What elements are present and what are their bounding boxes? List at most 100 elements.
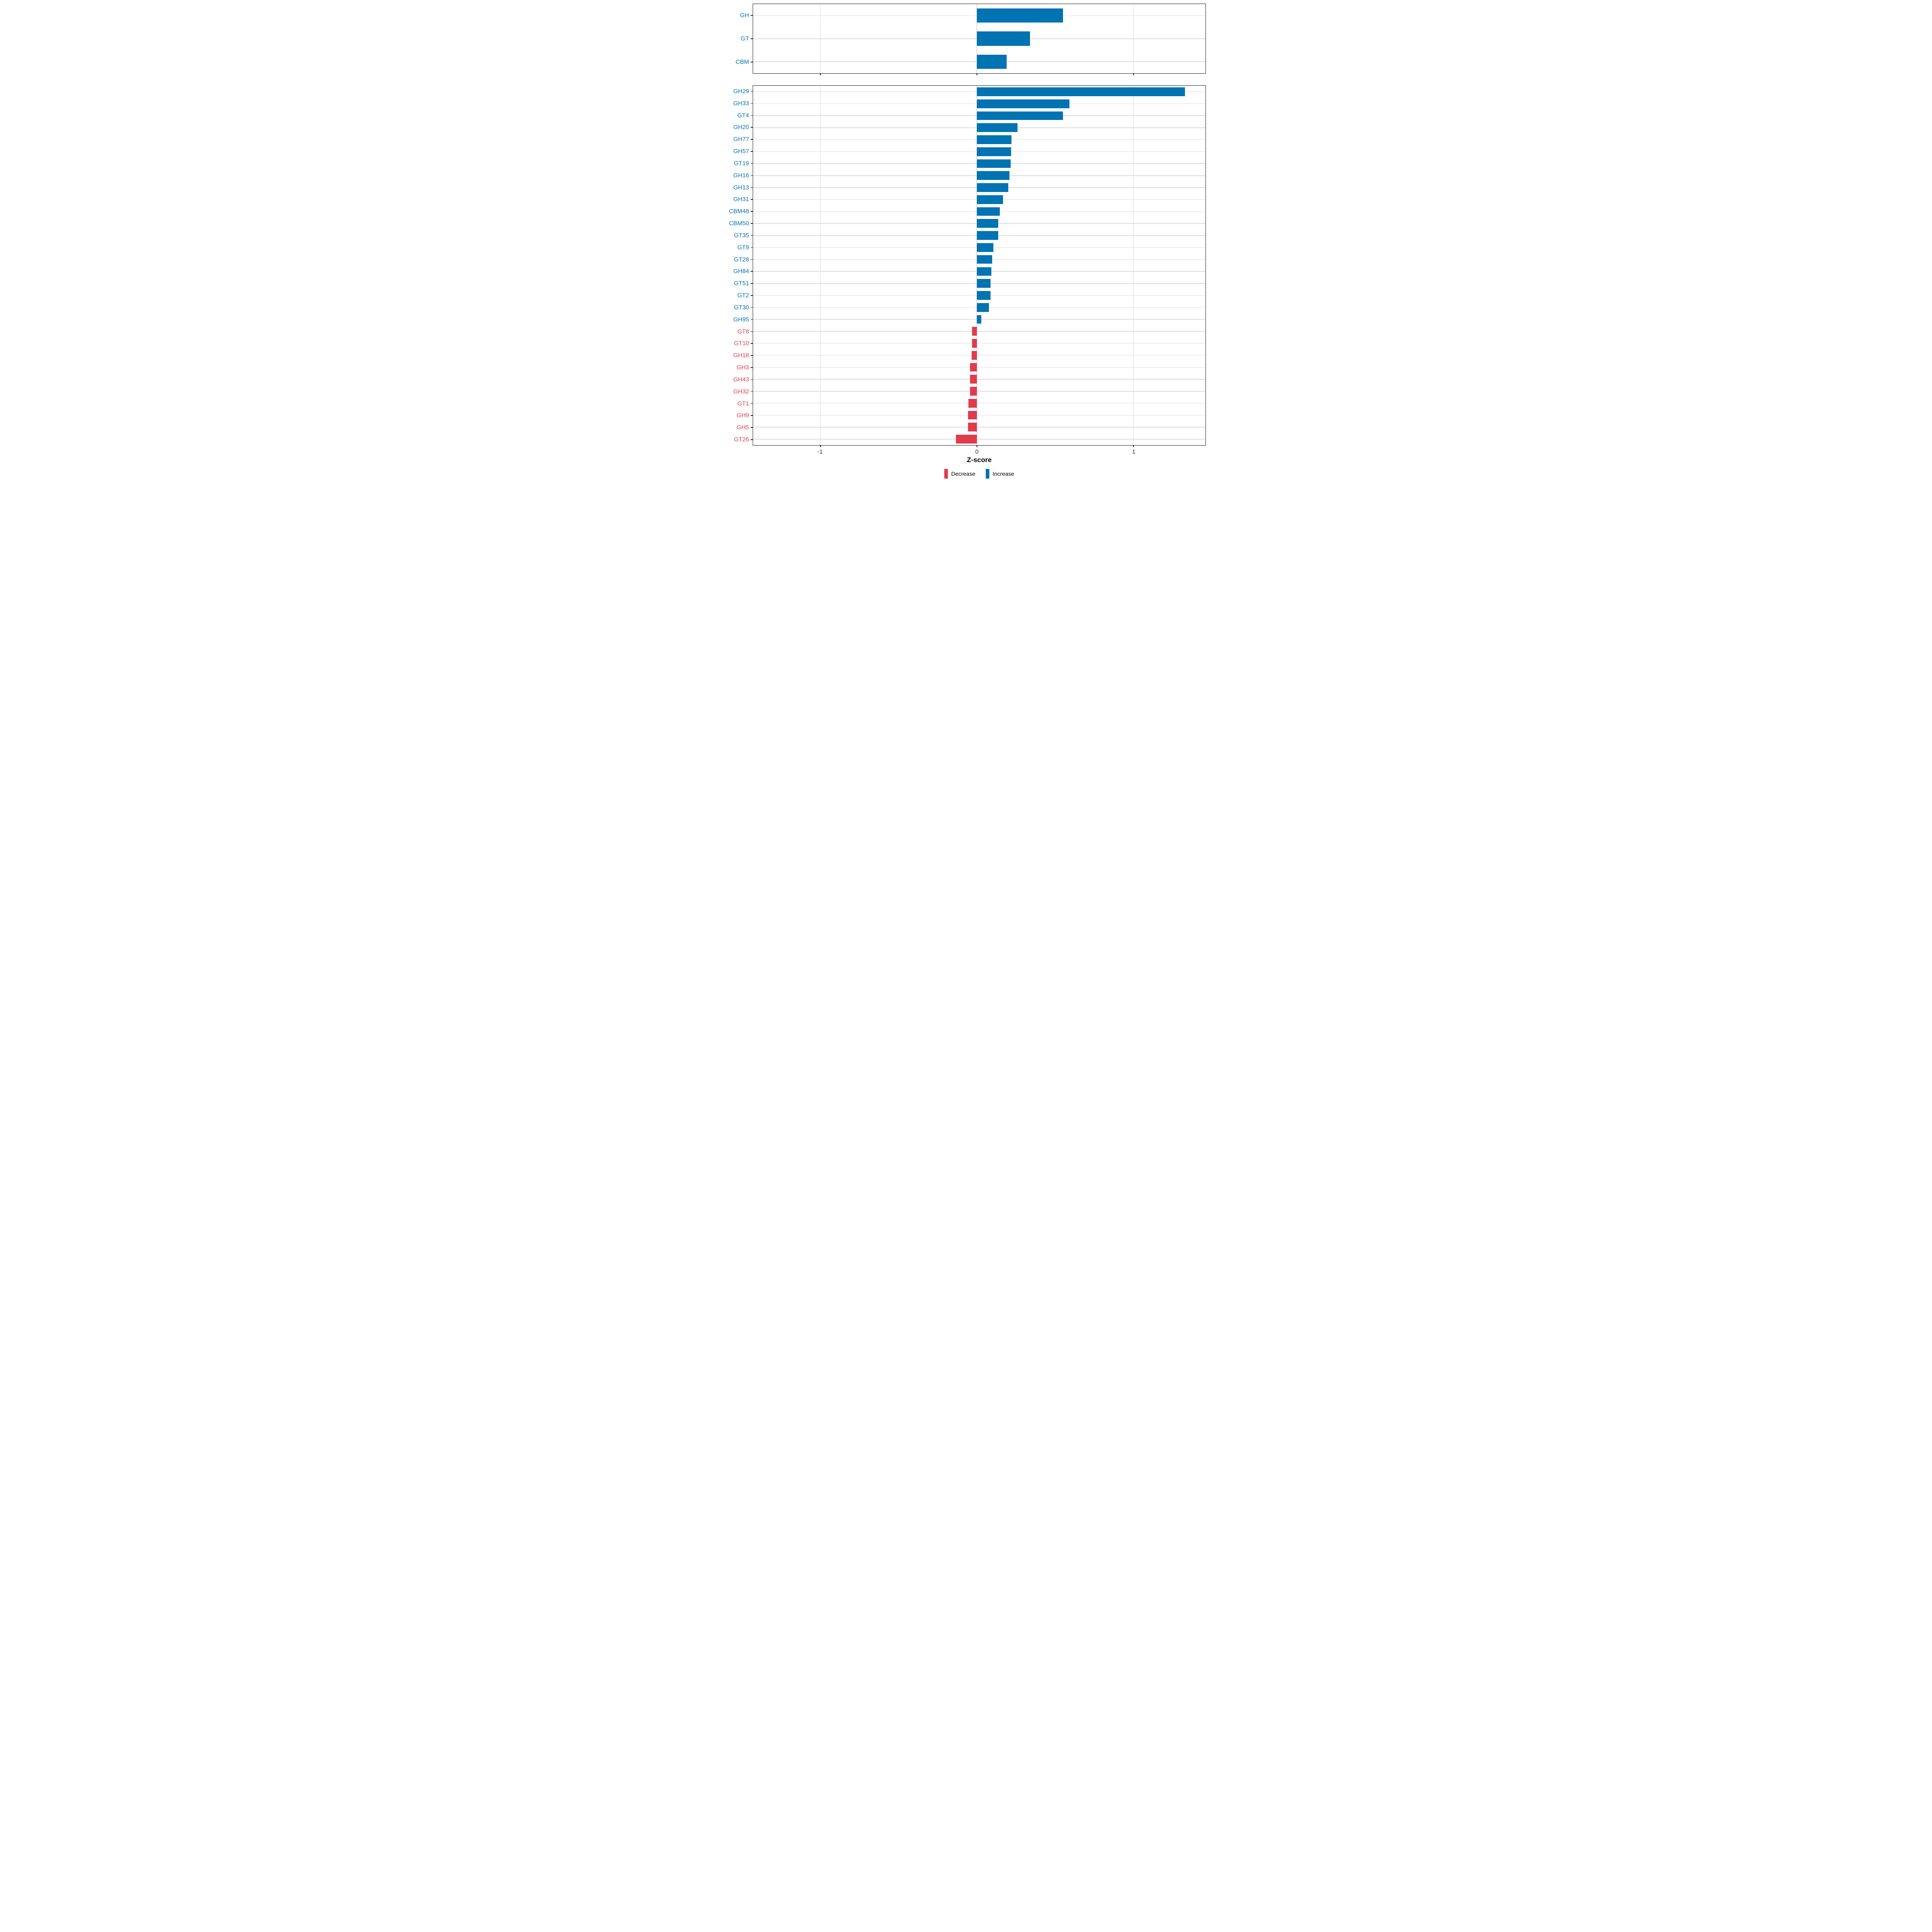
y-tick-mark-GH9: [751, 415, 753, 416]
bar-GH9: [968, 411, 977, 420]
y-tick-mark-GH3: [751, 367, 753, 368]
y-tick-mark-GH77: [751, 139, 753, 140]
legend-label-decrease: Decrease: [951, 471, 976, 477]
y-label-GH31: GH31: [733, 196, 749, 203]
x-tick-mark-0: [976, 445, 977, 447]
y-label-GH29: GH29: [733, 88, 749, 95]
y-tick-mark-GT10: [751, 343, 753, 344]
bar-GH57: [977, 147, 1011, 156]
x-axis-title: Z-score: [967, 456, 992, 464]
bar-GH18: [972, 351, 977, 360]
bar-CBM48: [977, 207, 1000, 216]
y-label-GH33: GH33: [733, 100, 749, 107]
x-tick-label-0: 0: [975, 448, 979, 455]
facet-cazy-classes: GH GT CBM: [724, 4, 1208, 75]
y-tick-mark-CBM48: [751, 211, 753, 212]
y-label-GT35: GT35: [734, 232, 749, 239]
gridline-row: [753, 415, 1205, 416]
y-tick-mark-GH20: [751, 127, 753, 128]
y-label-GH57: GH57: [733, 148, 749, 155]
y-label-GT1: GT1: [737, 400, 749, 407]
gridline-row: [753, 379, 1205, 380]
y-label-GH5: GH5: [737, 424, 749, 431]
legend-entry-increase: Increase: [986, 469, 1014, 479]
bar-GT51: [977, 279, 991, 288]
bar-GH32: [970, 387, 977, 396]
bar-GT2: [977, 291, 991, 300]
y-tick-mark-GT2: [751, 295, 753, 296]
y-label-GT19: GT19: [734, 160, 749, 167]
y-label-CBM50: CBM50: [729, 220, 749, 227]
bar-GH5: [968, 423, 977, 432]
y-label-GT10: GT10: [734, 340, 749, 347]
bar-GH29: [977, 87, 1185, 96]
y-tick-mark-GH57: [751, 151, 753, 152]
facet-cazy-families: GH29 GH33 GT4 GH20 GH77 GH57 GT19 GH16 GH13 GH31 C…: [724, 85, 1208, 447]
bar-GT19: [977, 159, 1011, 168]
bar-GT4: [977, 111, 1063, 120]
y-tick-mark-GT28: [751, 259, 753, 260]
y-label-GH32: GH32: [733, 388, 749, 395]
y-tick-mark-GH5: [751, 427, 753, 428]
y-tick-mark-GT4: [751, 115, 753, 116]
y-tick-mark-GH95: [751, 319, 753, 320]
y-label-GT26: GT26: [734, 436, 749, 443]
x-tick-mark-1: [1133, 445, 1134, 447]
gridline-x--1: [820, 4, 821, 73]
bar-GT: [977, 31, 1030, 46]
y-label-GH84: GH84: [733, 268, 749, 275]
y-label-CBM: CBM: [735, 58, 749, 66]
bar-CBM50: [977, 219, 999, 228]
y-label-GH13: GH13: [733, 184, 749, 191]
gridline-row: [753, 343, 1205, 344]
y-tick-mark-GT26: [751, 439, 753, 440]
bar-GH16: [977, 171, 1010, 180]
gridline-row: [753, 427, 1205, 428]
y-label-GH18: GH18: [733, 352, 749, 359]
y-label-GT2: GT2: [737, 292, 749, 299]
y-tick-mark-GT30: [751, 307, 753, 308]
gridline-x-1: [1133, 4, 1134, 73]
bar-GH: [977, 8, 1063, 23]
y-tick-mark-GH31: [751, 199, 753, 200]
bar-CBM: [977, 54, 1007, 69]
gridline-row: [753, 331, 1205, 332]
y-label-GH77: GH77: [733, 136, 749, 143]
y-label-GH43: GH43: [733, 376, 749, 383]
bar-GH13: [977, 183, 1008, 192]
y-tick-mark-GT: [751, 38, 753, 39]
y-tick-mark-GT8: [751, 331, 753, 332]
bar-GH31: [977, 195, 1003, 204]
y-label-GT9: GT9: [737, 244, 749, 251]
y-label-GT28: GT28: [734, 256, 749, 263]
bar-GT30: [977, 303, 989, 312]
y-tick-mark-GT19: [751, 163, 753, 164]
x-tick-label-1: 1: [1132, 448, 1135, 455]
y-axis-labels-families: GH29 GH33 GT4 GH20 GH77 GH57 GT19 GH16 GH13 GH31 C…: [724, 85, 753, 446]
bar-GT28: [977, 255, 992, 264]
bar-GT26: [956, 435, 977, 444]
y-tick-mark-GH13: [751, 187, 753, 188]
y-label-GT30: GT30: [734, 304, 749, 311]
x-tick-label--1: -1: [817, 448, 823, 455]
bar-GH20: [977, 123, 1018, 132]
y-label-GT4: GT4: [737, 112, 749, 119]
gridline-x-0: [976, 86, 978, 445]
gridline-row: [753, 439, 1205, 440]
y-tick-mark-GH16: [751, 175, 753, 176]
y-tick-mark-GH32: [751, 391, 753, 392]
y-label-GH9: GH9: [737, 412, 749, 419]
bar-GT10: [972, 339, 977, 348]
bar-GH77: [977, 135, 1012, 144]
y-tick-mark-GH84: [751, 271, 753, 272]
bar-GT9: [977, 243, 993, 252]
bar-GT35: [977, 231, 999, 240]
y-axis-labels-classes: GH GT CBM: [724, 4, 753, 74]
gridline-row: [753, 403, 1205, 404]
y-tick-mark-GH43: [751, 379, 753, 380]
x-tick-mark--1: [820, 445, 821, 447]
y-label-GH95: GH95: [733, 316, 749, 323]
y-tick-mark-CBM50: [751, 223, 753, 224]
x-tick-mark--1: [820, 73, 821, 75]
y-tick-mark-GH33: [751, 103, 753, 104]
